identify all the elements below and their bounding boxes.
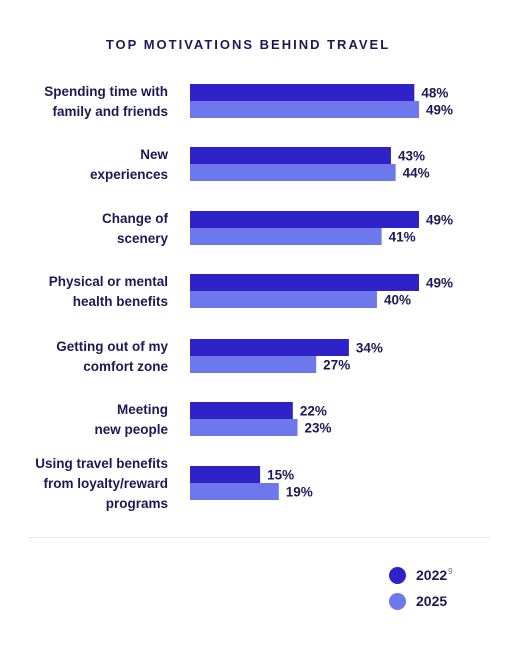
bar-2022-0 [190,84,415,101]
category-label-line: Using travel benefits [35,456,168,471]
category-label-line: from loyalty/reward [43,476,168,491]
legend-label-2025: 2025 [416,593,448,609]
category-label-line: Change of [102,211,169,226]
legend-item-2022: 20229 [389,565,453,585]
value-label-2022-4: 34% [356,341,383,356]
category-label-line: scenery [117,231,169,246]
bar-2022-3 [190,274,419,291]
category-label-line: family and friends [52,104,168,119]
legend-footnote: 9 [448,567,453,577]
value-label-2025-4: 27% [323,358,350,373]
bar-2025-6 [190,483,279,500]
legend: 20229 2025 [389,565,453,617]
category-label-1: New experiences [90,147,169,182]
legend-swatch-2022 [389,566,406,584]
category-label-0: Spending time with family and friends [44,84,168,119]
category-label-4: Getting out of my comfort zone [56,339,168,374]
category-label-line: health benefits [73,294,168,309]
value-label-2022-6: 15% [267,468,294,483]
category-label-line: New [140,147,168,162]
legend-label-2022: 20229 [416,567,453,583]
category-label-line: comfort zone [83,359,168,374]
bar-2025-5 [190,419,298,436]
bar-2025-3 [190,291,377,308]
value-label-2025-2: 41% [389,230,416,245]
value-label-2022-5: 22% [300,404,327,419]
category-label-line: Getting out of my [56,339,168,354]
category-label-line: Physical or mental [49,274,168,289]
category-label-line: programs [106,496,168,511]
divider [28,537,490,538]
value-label-2025-0: 49% [426,103,453,118]
chart-title: TOP MOTIVATIONS BEHIND TRAVEL [105,37,391,52]
legend-item-2025: 2025 [389,591,453,611]
category-label-line: experiences [90,167,168,182]
category-label-line: new people [94,422,168,437]
bar-2022-1 [190,147,391,164]
value-label-2025-6: 19% [286,485,313,500]
bar-2025-2 [190,228,382,245]
value-label-2022-2: 49% [426,213,453,228]
value-label-2025-5: 23% [304,421,331,436]
value-label-2025-3: 40% [384,293,411,308]
category-label-6: Using travel benefits from loyalty/reward… [35,456,168,511]
category-label-line: Meeting [117,402,168,417]
value-label-2025-1: 44% [403,166,430,181]
category-label-5: Meeting new people [94,402,168,437]
bar-2025-0 [190,101,419,118]
bar-2022-2 [190,211,419,228]
bar-2022-5 [190,402,293,419]
value-label-2022-0: 48% [421,86,448,101]
value-label-2022-3: 49% [426,276,453,291]
category-label-line: Spending time with [44,84,168,99]
bar-chart: 48% 49% Spending time with family and frien… [35,84,453,511]
bar-2025-1 [190,164,396,181]
bar-2022-4 [190,339,349,356]
bar-2025-4 [190,356,317,373]
category-label-2: Change of scenery [102,211,169,246]
value-label-2022-1: 43% [398,149,425,164]
legend-swatch-2025 [389,592,406,610]
bar-2022-6 [190,466,261,483]
category-label-3: Physical or mental health benefits [49,274,168,309]
